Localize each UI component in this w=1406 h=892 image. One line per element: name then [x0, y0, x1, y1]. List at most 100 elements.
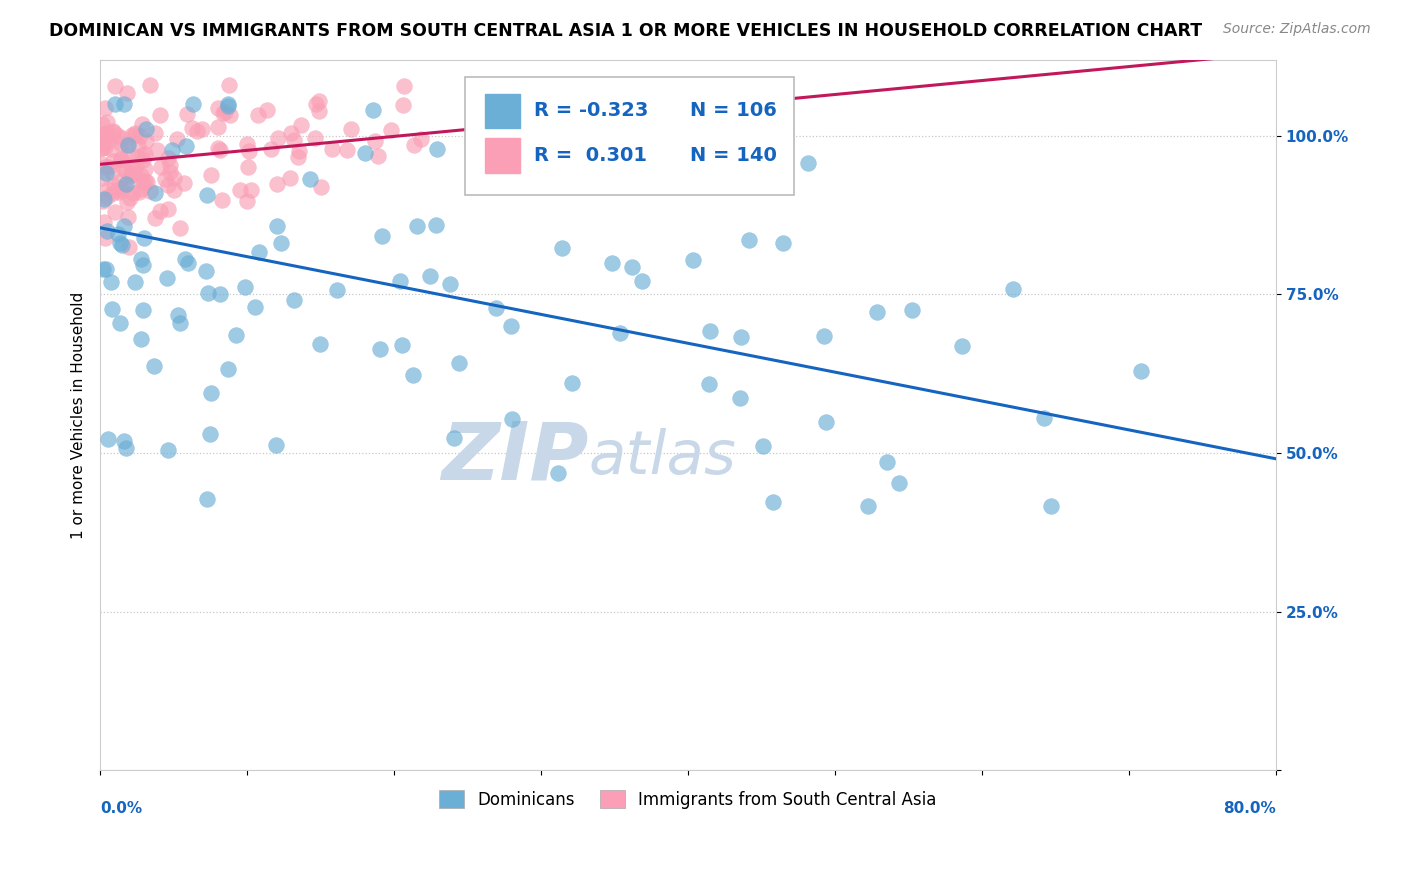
Point: [402, 138, 425, 153]
Point: [876, 455, 898, 469]
Point: [797, 156, 820, 170]
Point: [419, 269, 441, 284]
Point: [135, 122, 157, 136]
Point: [211, 106, 233, 120]
Bar: [485, 94, 520, 128]
Point: [110, 181, 132, 195]
Point: [103, 186, 125, 200]
Point: [364, 134, 387, 148]
Point: [149, 204, 172, 219]
Point: [93, 133, 115, 147]
Point: [156, 271, 179, 285]
Point: [181, 120, 204, 135]
Point: [195, 491, 218, 506]
Point: [112, 180, 135, 194]
Point: [752, 439, 775, 453]
Point: [166, 132, 188, 146]
Point: [93, 192, 115, 206]
Point: [443, 431, 465, 445]
Point: [304, 131, 326, 145]
Point: [132, 303, 155, 318]
Point: [104, 79, 127, 94]
Point: [308, 104, 330, 119]
Point: [131, 148, 153, 162]
Point: [91, 261, 114, 276]
Point: [264, 438, 287, 452]
Point: [176, 139, 198, 153]
Text: N = 106: N = 106: [690, 102, 778, 120]
Point: [132, 175, 155, 189]
Point: [129, 332, 152, 346]
Point: [551, 241, 574, 255]
Point: [283, 133, 305, 147]
Point: [111, 237, 134, 252]
Point: [174, 252, 197, 266]
Point: [112, 97, 135, 112]
Point: [94, 231, 117, 245]
Point: [160, 143, 183, 157]
Point: [97, 134, 120, 148]
Point: [200, 168, 222, 182]
Point: [1130, 364, 1153, 378]
Point: [101, 125, 124, 139]
Point: [411, 132, 433, 146]
Point: [856, 499, 879, 513]
Point: [96, 128, 118, 143]
Point: [129, 252, 152, 267]
Point: [266, 219, 288, 234]
Point: [339, 122, 361, 136]
Point: [156, 202, 179, 216]
Point: [90, 136, 112, 150]
Point: [129, 129, 152, 144]
Bar: [485, 138, 520, 173]
Point: [186, 124, 208, 138]
Point: [371, 229, 394, 244]
Point: [602, 256, 624, 270]
Point: [394, 79, 416, 94]
Point: [1039, 499, 1062, 513]
Point: [730, 330, 752, 344]
Point: [730, 391, 752, 405]
Point: [107, 183, 129, 197]
Point: [100, 276, 122, 290]
Point: [110, 131, 132, 145]
Point: [110, 136, 132, 151]
Point: [194, 263, 217, 277]
Point: [631, 274, 654, 288]
Point: [426, 142, 449, 156]
Point: [368, 342, 391, 356]
Point: [101, 302, 124, 317]
Point: [288, 144, 311, 158]
Point: [217, 362, 239, 376]
Point: [697, 376, 720, 391]
Point: [94, 101, 117, 115]
Point: [197, 187, 219, 202]
Point: [94, 160, 117, 174]
Point: [699, 324, 721, 338]
Point: [107, 227, 129, 242]
Point: [105, 128, 128, 142]
Point: [97, 181, 120, 195]
Point: [772, 235, 794, 250]
Point: [134, 162, 156, 177]
Point: [96, 126, 118, 140]
Point: [134, 173, 156, 187]
Point: [117, 138, 139, 153]
Point: [380, 123, 402, 137]
Y-axis label: 1 or more Vehicles in Household: 1 or more Vehicles in Household: [72, 292, 86, 539]
Point: [243, 300, 266, 314]
Point: [950, 339, 973, 353]
Point: [127, 138, 149, 153]
Point: [103, 178, 125, 193]
Point: [91, 194, 114, 208]
Point: [361, 103, 384, 117]
Text: N = 140: N = 140: [690, 146, 778, 165]
Point: [169, 221, 191, 235]
Point: [135, 175, 157, 189]
Point: [159, 165, 181, 179]
Point: [299, 172, 322, 186]
Point: [132, 230, 155, 244]
Point: [308, 336, 330, 351]
FancyBboxPatch shape: [464, 78, 794, 194]
Point: [96, 189, 118, 203]
